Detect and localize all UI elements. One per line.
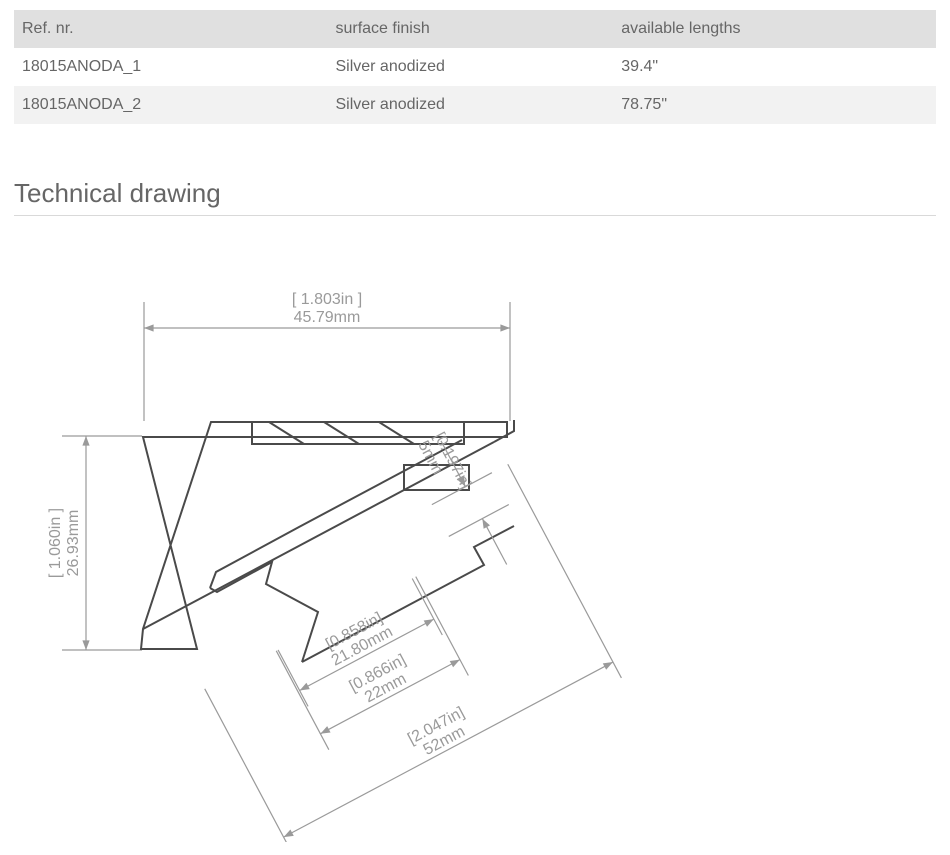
th-length: available lengths xyxy=(613,10,936,48)
cell-finish: Silver anodized xyxy=(327,48,613,86)
dim-left-inch: [ 1.060in ] xyxy=(47,508,64,578)
cell-ref: 18015ANODA_1 xyxy=(14,48,327,86)
spec-table: Ref. nr. surface finish available length… xyxy=(14,10,936,124)
cell-ref: 18015ANODA_2 xyxy=(14,86,327,124)
dim-left-mm: 26.93mm xyxy=(65,510,82,577)
table-row: 18015ANODA_2 Silver anodized 78.75" xyxy=(14,86,936,124)
table-row: 18015ANODA_1 Silver anodized 39.4" xyxy=(14,48,936,86)
dim-left: [ 1.060in ] 26.93mm xyxy=(47,436,142,650)
dim-top-inch: [ 1.803in ] xyxy=(292,291,362,308)
sloped-dims: [0.858in] 21.80mm [0.866in] 22mm [2.047i… xyxy=(150,411,621,842)
dim-top: [ 1.803in ] 45.79mm xyxy=(144,291,510,421)
table-header-row: Ref. nr. surface finish available length… xyxy=(14,10,936,48)
th-ref: Ref. nr. xyxy=(14,10,327,48)
technical-drawing: [ 1.803in ] 45.79mm [ 1.060in ] 26.93mm xyxy=(14,242,934,842)
cell-length: 39.4" xyxy=(613,48,936,86)
dim-top-mm: 45.79mm xyxy=(294,309,361,326)
section-title: Technical drawing xyxy=(14,178,936,209)
th-finish: surface finish xyxy=(327,10,613,48)
cell-finish: Silver anodized xyxy=(327,86,613,124)
cell-length: 78.75" xyxy=(613,86,936,124)
section-rule xyxy=(14,215,936,216)
